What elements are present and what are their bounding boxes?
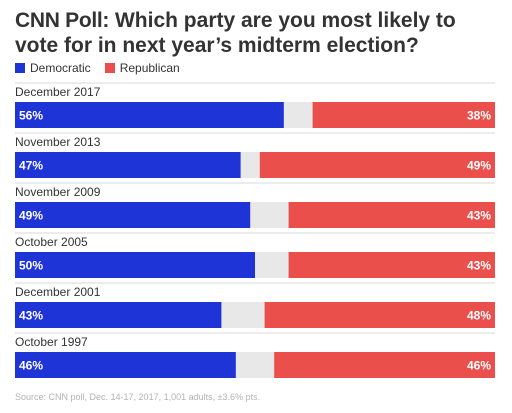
data-label-democratic: 47% xyxy=(19,159,43,173)
bar-republican xyxy=(288,252,495,278)
data-label-republican: 49% xyxy=(467,159,491,173)
bar-democratic xyxy=(15,252,255,278)
bar-democratic xyxy=(15,152,241,178)
bar-republican xyxy=(288,202,495,228)
bar-row: October 2005 50% 43% xyxy=(15,232,495,278)
bar-row: December 2017 56% 38% xyxy=(15,82,495,128)
bar-row: December 2001 43% 48% xyxy=(15,282,495,328)
bar-republican xyxy=(312,102,495,128)
bar-republican xyxy=(264,302,495,328)
bar-democratic xyxy=(15,102,284,128)
data-label-democratic: 56% xyxy=(19,109,43,123)
title-brand: CNN Poll: xyxy=(15,9,110,32)
legend: Democratic Republican xyxy=(15,61,194,75)
bar-row: November 2009 49% 43% xyxy=(15,182,495,228)
source-note: Source: CNN poll, Dec. 14-17, 2017, 1,00… xyxy=(15,392,261,402)
legend-swatch-republican xyxy=(104,63,115,73)
bar-row: November 2013 47% 49% xyxy=(15,132,495,178)
data-label-democratic: 50% xyxy=(19,259,43,273)
data-label-republican: 48% xyxy=(467,309,491,323)
category-label: October 2005 xyxy=(15,235,88,249)
data-label-republican: 38% xyxy=(467,109,491,123)
chart-title: CNN Poll: Which party are you most likel… xyxy=(15,8,500,58)
category-label: October 1997 xyxy=(15,335,88,349)
data-label-republican: 43% xyxy=(467,209,491,223)
data-label-democratic: 49% xyxy=(19,209,43,223)
legend-swatch-democratic xyxy=(15,63,25,73)
data-label-democratic: 46% xyxy=(19,359,43,373)
data-label-democratic: 43% xyxy=(19,309,43,323)
bar-democratic xyxy=(15,352,236,378)
legend-item-republican: Republican xyxy=(104,61,180,75)
legend-label-democratic: Democratic xyxy=(30,61,91,75)
data-label-republican: 46% xyxy=(467,359,491,373)
bar-democratic xyxy=(15,202,251,228)
legend-label-republican: Republican xyxy=(119,61,180,75)
category-label: December 2017 xyxy=(15,85,101,99)
bar-republican xyxy=(274,352,495,378)
data-label-republican: 43% xyxy=(467,259,491,273)
category-label: December 2001 xyxy=(15,285,101,299)
bar-democratic xyxy=(15,302,222,328)
category-label: November 2013 xyxy=(15,135,101,149)
title-question: Which party are you most likely to vote … xyxy=(15,9,456,57)
bar-republican xyxy=(259,152,495,178)
category-label: November 2009 xyxy=(15,185,101,199)
legend-item-democratic: Democratic xyxy=(15,61,91,75)
bar-row: October 1997 46% 46% xyxy=(15,332,495,378)
